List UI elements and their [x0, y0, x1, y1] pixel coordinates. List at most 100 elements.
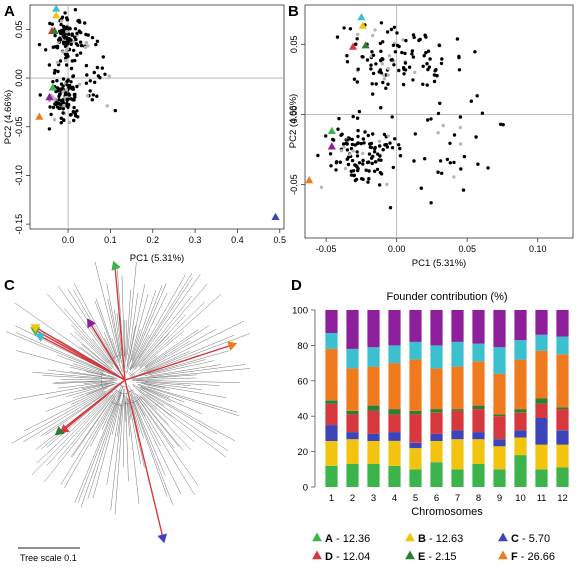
sample-point [424, 51, 428, 55]
sample-point [363, 130, 367, 134]
sample-point [368, 145, 372, 149]
sample-point [476, 162, 480, 166]
sample-point [429, 117, 433, 121]
sample-point [400, 50, 404, 55]
sample-point [364, 168, 368, 172]
sample-point [85, 73, 89, 77]
legend-label-a: A - 12.36 [325, 533, 370, 545]
tree-scale-label: Tree scale 0.1 [20, 553, 77, 563]
sample-point [67, 120, 72, 125]
founder-branch [58, 379, 126, 433]
sample-point [88, 79, 93, 83]
y-tick-label: 60 [297, 376, 308, 387]
sample-point [96, 74, 101, 78]
tree-node-arc [129, 372, 134, 380]
sample-point [379, 21, 384, 25]
sample-point [392, 25, 397, 29]
tree-branch [138, 393, 169, 425]
pca-chart-a: 0.0 0.1 0.2 0.3 0.4 0.5 -0.15 -0.10 -0.05 0.00 0.… [3, 4, 286, 264]
sample-point [395, 43, 400, 48]
sample-point [423, 33, 427, 37]
sample-point [379, 106, 383, 110]
sample-point [412, 159, 416, 163]
bar-segment-c [514, 430, 527, 438]
sample-point [65, 40, 69, 45]
sample-point [71, 86, 75, 90]
sample-point [90, 98, 95, 102]
tree-branch [77, 391, 121, 503]
founder-marker-b [358, 21, 367, 29]
samples-b [316, 21, 505, 210]
x-tick-label: 11 [537, 493, 547, 504]
tree-branch [104, 338, 116, 360]
tree-branch [80, 386, 123, 508]
bar-segment-g [346, 348, 359, 369]
x-tick-label: 7 [455, 493, 460, 504]
sample-point [72, 118, 76, 123]
founder-tip-e [54, 426, 65, 436]
bar-segment-e [514, 409, 527, 413]
sample-point [334, 161, 339, 165]
tree-branch [74, 402, 117, 503]
sample-point [113, 108, 118, 113]
sample-point [432, 79, 437, 84]
founder-marker-g [357, 13, 366, 21]
sample-point [55, 105, 60, 109]
sample-point [91, 93, 96, 97]
tree-branch [144, 384, 170, 391]
tree-branch [135, 388, 173, 418]
sample-point [385, 30, 390, 34]
sample-point [55, 79, 59, 83]
bar-segment-f [556, 354, 569, 408]
bar-segment-a [556, 467, 569, 487]
bar-segment-g [514, 340, 527, 360]
tree-branch [85, 371, 117, 379]
founder-branch [114, 265, 126, 381]
tree-branch [149, 364, 221, 377]
sample-point [436, 131, 440, 135]
tree-branch [45, 381, 116, 399]
founder-marker-g [52, 4, 61, 12]
sample-point [51, 80, 55, 84]
sample-point [61, 107, 65, 111]
sample-point [69, 80, 73, 84]
sample-point [429, 201, 433, 205]
sample-point [421, 82, 425, 87]
sample-point [345, 148, 350, 152]
sample-point [83, 21, 87, 25]
sample-point [413, 132, 417, 136]
sample-point [439, 61, 444, 66]
sample-point [401, 38, 405, 42]
tree-branch [130, 328, 141, 363]
sample-point [65, 37, 70, 41]
sample-point [417, 38, 421, 43]
legend-marker-a [312, 532, 322, 542]
tree-branch [83, 380, 113, 384]
x-tick-label: -0.05 [316, 244, 337, 254]
bar-segment-g [451, 341, 464, 367]
sample-point [381, 80, 385, 85]
founder-marker-e [50, 26, 59, 34]
tree-branch [95, 298, 123, 373]
x-tick-label: 5 [413, 493, 418, 504]
bar-segment-c [346, 432, 359, 440]
sample-point [366, 133, 370, 138]
tree-branch [73, 363, 104, 374]
sample-point [73, 8, 78, 12]
sample-point [398, 146, 402, 151]
y-tick-label: 0 [303, 483, 308, 494]
sample-point [359, 141, 363, 146]
sample-point [427, 65, 432, 69]
bar-segment-c [325, 425, 338, 441]
sample-point [345, 157, 349, 161]
sample-point [48, 21, 52, 26]
tree-branch [54, 380, 102, 383]
sample-point [316, 153, 320, 158]
sample-point [452, 160, 456, 165]
sample-point [367, 152, 372, 156]
founder-branch [34, 326, 126, 381]
tree-branch [137, 384, 185, 403]
tree-branch [126, 289, 131, 360]
sample-point [381, 73, 386, 77]
